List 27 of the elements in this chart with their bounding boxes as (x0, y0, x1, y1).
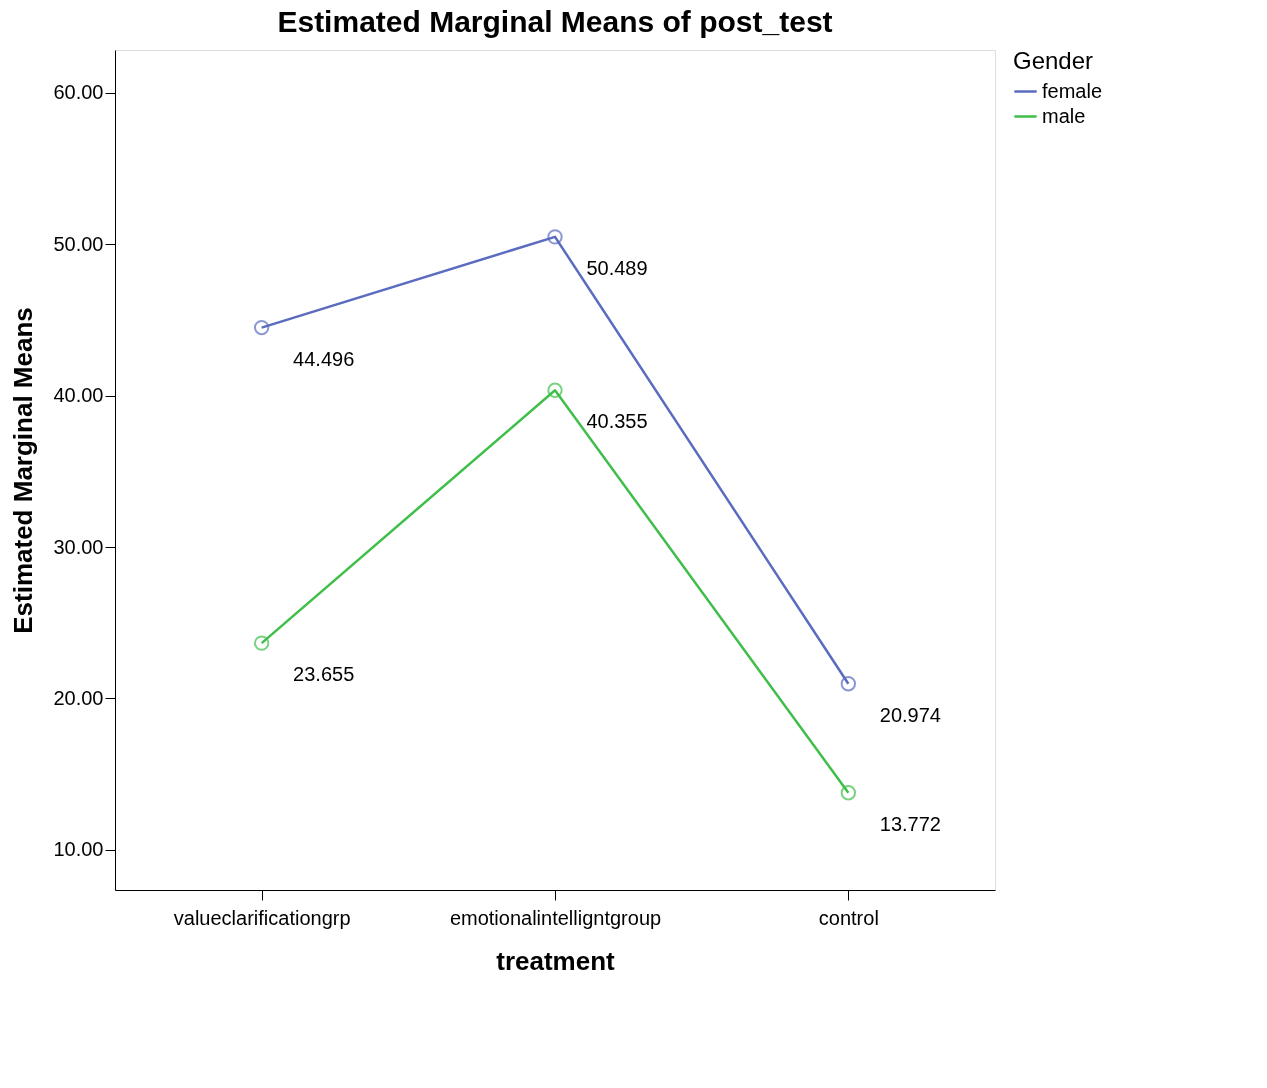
y-tick-label: 40.00 (53, 384, 104, 407)
x-tick-label: control (818, 906, 879, 929)
x-axis-title: treatment (496, 945, 616, 976)
y-tick-label: 30.00 (53, 535, 104, 558)
data-label: 44.496 (293, 347, 355, 370)
y-tick-label: 20.00 (53, 686, 104, 709)
data-label: 40.355 (586, 410, 648, 433)
data-label: 13.772 (879, 812, 941, 835)
data-label: 23.655 (293, 663, 355, 686)
point (253, 635, 270, 651)
point (253, 319, 270, 336)
point (547, 382, 563, 398)
point (547, 229, 563, 245)
chart-title: Estimated Marginal Means of post_test (277, 5, 833, 38)
y-tick-label: 10.00 (53, 838, 104, 861)
data-label: 50.489 (586, 256, 648, 279)
legend-label: male (1042, 104, 1086, 127)
point (840, 676, 857, 692)
data-label: 20.974 (879, 703, 941, 726)
y-tick-label: 50.00 (53, 232, 104, 255)
x-tick-label: emotionalintelligntgroup (449, 906, 662, 929)
y-tick-label: 60.00 (53, 81, 104, 104)
x-tick-label: valueclarificationgrp (173, 906, 351, 929)
legend-title: Gender (1013, 47, 1094, 74)
legend-label: female (1042, 79, 1103, 102)
point (840, 785, 857, 801)
y-axis-title: Estimated Marginal Means (8, 307, 39, 634)
